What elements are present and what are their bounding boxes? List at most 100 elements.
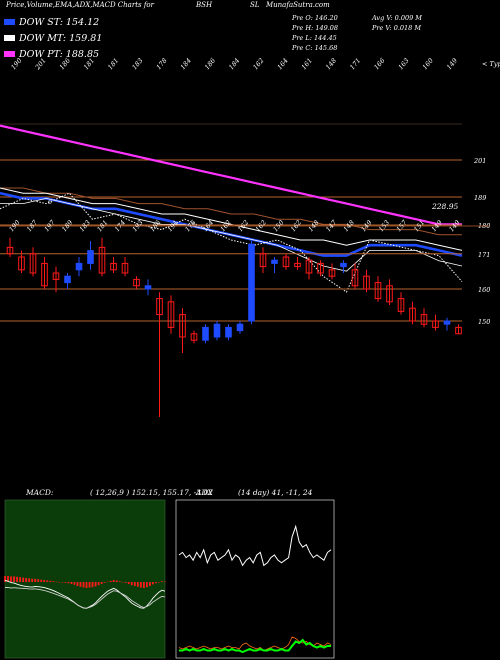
candle-body <box>202 326 209 341</box>
macd-histogram-bar <box>22 577 25 582</box>
macd-histogram-bar <box>109 580 112 582</box>
ema-x-tick: 163 <box>397 57 411 72</box>
macd-histogram-bar <box>145 582 148 588</box>
price-x-tick: 147 <box>324 218 339 233</box>
ema-x-tick: 186 <box>58 57 72 72</box>
ohlc-open: Pre O: 146.20 <box>292 14 338 22</box>
ema-x-tick: 183 <box>130 57 144 72</box>
macd-histogram-bar <box>103 582 106 583</box>
adx-label: ADX <box>195 488 213 497</box>
macd-histogram-bar <box>152 582 154 585</box>
ema-series-line <box>0 192 463 293</box>
macd-histogram-bar <box>136 582 139 587</box>
price-x-tick: 197 <box>43 218 58 233</box>
macd-histogram-bar <box>91 582 94 588</box>
candle-body <box>282 256 290 268</box>
price-x-tick: 162 <box>219 219 233 234</box>
macd-histogram-bar <box>127 582 130 584</box>
price-x-tick: 187 <box>25 218 40 233</box>
site-name: MunafaSutra.com <box>266 1 330 9</box>
macd-histogram-bar <box>124 582 127 583</box>
candle-body <box>455 326 462 335</box>
candle-body <box>340 262 347 268</box>
candle-body <box>213 323 221 338</box>
macd-histogram-bar <box>106 581 109 583</box>
ema-x-tick: 184 <box>179 57 193 72</box>
candle-body <box>409 307 416 322</box>
candle-body <box>443 320 451 325</box>
macd-histogram-bar <box>28 578 31 582</box>
price-x-tick: 149 <box>447 219 461 234</box>
candle-body <box>386 285 393 303</box>
adx-params: (14 day) 41, -11, 24 <box>238 488 313 497</box>
candle-body <box>87 250 94 264</box>
ema-y-tick: 201 <box>473 157 486 165</box>
ema-y-tick: 189 <box>474 194 486 202</box>
macd-histogram-bar <box>13 576 15 582</box>
symbol-label: BSH <box>196 1 213 9</box>
price-x-tick: 153 <box>377 219 391 234</box>
candle-body <box>248 243 255 322</box>
macd-histogram-bar <box>76 582 79 586</box>
price-x-tick: 149 <box>359 219 373 234</box>
macd-histogram-bar <box>100 582 103 584</box>
macd-histogram-bar <box>37 579 40 582</box>
ema-x-tick: 161 <box>300 57 314 72</box>
legend-swatch <box>4 51 15 57</box>
macd-histogram-bar <box>31 578 34 582</box>
ema-x-tick: 149 <box>445 57 459 72</box>
price-y-tick: 150 <box>478 318 490 326</box>
ema-x-tick: 148 <box>324 57 338 72</box>
ema-x-tick: 186 <box>203 57 217 72</box>
macd-params: ( 12,26,9 ) 152.15, 155.17, -3.02 <box>90 488 213 497</box>
ema-x-tick: 160 <box>421 57 435 72</box>
macd-histogram-bar <box>164 581 166 583</box>
macd-histogram-bar <box>149 582 151 586</box>
candle-body <box>52 272 60 280</box>
macd-histogram-bar <box>10 576 12 582</box>
candle-body <box>397 298 405 312</box>
ema-x-tick: 181 <box>106 57 120 72</box>
candle-body <box>18 256 25 271</box>
adx-series-line <box>178 636 332 651</box>
ema-x-tick: 184 <box>227 57 241 72</box>
macd-histogram-bar <box>46 580 49 582</box>
macd-histogram-bar <box>79 582 82 587</box>
candle-body <box>225 326 232 338</box>
macd-histogram-bar <box>40 579 43 582</box>
candle-body <box>363 275 370 290</box>
macd-line <box>4 586 166 609</box>
macd-histogram-bar <box>7 576 9 582</box>
candle-body <box>41 262 48 287</box>
macd-histogram-bar <box>73 582 76 585</box>
macd-histogram-bar <box>82 582 85 588</box>
ema-x-tick: 190 <box>9 57 23 72</box>
ema-x-tick: 164 <box>276 57 290 72</box>
candle-body <box>156 298 163 316</box>
macd-histogram-bar <box>155 582 157 584</box>
macd-histogram-bar <box>161 581 163 582</box>
adx-series-line <box>178 524 332 567</box>
candle-body <box>75 262 83 271</box>
macd-histogram-bar <box>130 582 133 586</box>
macd-histogram-bar <box>34 578 37 582</box>
macd-histogram-bar <box>52 581 55 582</box>
macd-histogram-bar <box>85 582 88 588</box>
ema-x-tick: 178 <box>155 57 169 72</box>
ohlc-low: Pre L: 144.45 <box>292 34 337 42</box>
candle-body <box>271 259 278 264</box>
ema-x-tick: 162 <box>251 57 265 72</box>
macd-histogram-bar <box>158 582 160 583</box>
price-x-tick: 190 <box>7 219 21 234</box>
candle-body <box>144 285 152 290</box>
macd-histogram-bar <box>16 576 18 582</box>
ohlc-close: Pre C: 145.68 <box>292 44 338 52</box>
macd-histogram-bar <box>118 581 121 582</box>
macd-histogram-bar <box>43 580 46 582</box>
ema-series-line <box>0 124 462 226</box>
chart-title: Price,Volume,EMA,ADX,MACD Charts for <box>6 1 154 9</box>
candle-body <box>110 262 117 271</box>
ema-x-bottom-tick: 228.95 <box>431 202 458 211</box>
ema-series-line <box>0 187 463 251</box>
